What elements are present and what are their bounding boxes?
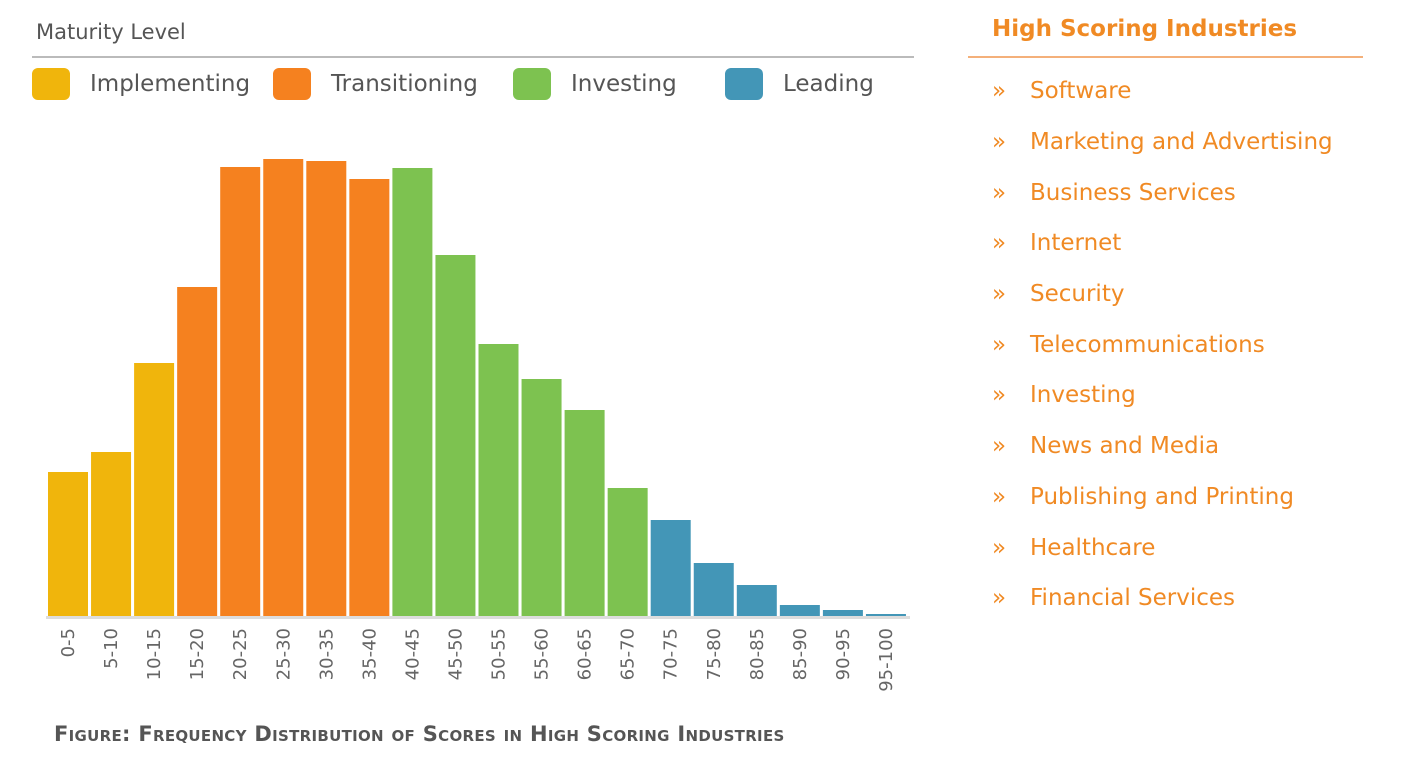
legend-item-leading: Leading: [725, 68, 874, 100]
x-tick-label: 0-5: [58, 628, 79, 657]
bar-40-45: [392, 168, 433, 616]
legend-item-transitioning: Transitioning: [273, 68, 478, 100]
industry-item: » Software: [992, 66, 1333, 117]
industry-label: Software: [1030, 78, 1132, 105]
bar-0-5: [48, 472, 88, 616]
chevron-right-icon: »: [992, 331, 1007, 358]
x-tick-label: 65-70: [618, 628, 639, 680]
industry-item: » Telecommunications: [992, 319, 1333, 370]
chevron-right-icon: »: [992, 534, 1007, 561]
histogram-chart: 0-5 5-10 10-15 15-20 20-25 25-30 30-35 35-40 40-…: [46, 159, 910, 692]
chevron-right-icon: »: [992, 433, 1007, 460]
industry-item: » Internet: [992, 218, 1333, 269]
chevron-right-icon: »: [992, 78, 1007, 105]
legend-swatch: [32, 68, 70, 100]
bar-5-10: [91, 452, 132, 616]
legend-divider: [32, 56, 914, 58]
x-tick-label: 70-75: [661, 628, 682, 680]
industry-list: » Software » Marketing and Advertising » Busi…: [992, 66, 1333, 624]
x-tick-label: 85-90: [790, 628, 811, 680]
industry-label: News and Media: [1030, 433, 1220, 460]
bar-30-35: [306, 161, 347, 616]
chevron-right-icon: »: [992, 585, 1007, 612]
bar-75-80: [693, 563, 734, 616]
industry-label: Healthcare: [1030, 534, 1156, 561]
bar-80-85: [736, 585, 777, 616]
industry-item: » News and Media: [992, 421, 1333, 472]
bar-90-95: [822, 610, 863, 616]
legend-label: Leading: [783, 71, 874, 97]
industry-item: » Security: [992, 269, 1333, 320]
industry-item: » Business Services: [992, 167, 1333, 218]
bar-20-25: [220, 167, 261, 616]
industry-item: » Investing: [992, 370, 1333, 421]
bar-45-50: [435, 255, 476, 616]
industry-item: » Marketing and Advertising: [992, 117, 1333, 168]
x-tick-label: 50-55: [489, 628, 510, 680]
x-tick-label: 75-80: [704, 628, 725, 680]
legend-label: Implementing: [90, 71, 251, 97]
bar-35-40: [349, 179, 390, 616]
figure-caption: Figure: Frequency Distribution of Scores…: [54, 722, 785, 746]
bar-70-75: [650, 520, 691, 616]
industry-label: Marketing and Advertising: [1030, 129, 1333, 156]
x-tick-label: 35-40: [359, 628, 380, 680]
bar-65-70: [607, 488, 648, 616]
industry-label: Security: [1030, 281, 1125, 308]
chevron-right-icon: »: [992, 382, 1007, 409]
industry-item: » Publishing and Printing: [992, 472, 1333, 523]
chevron-right-icon: »: [992, 281, 1007, 308]
x-tick-label: 30-35: [316, 628, 337, 680]
bar-10-15: [134, 363, 175, 616]
chevron-right-icon: »: [992, 179, 1007, 206]
x-tick-label: 5-10: [101, 628, 122, 669]
legend-swatch: [513, 68, 551, 100]
x-tick-label: 90-95: [833, 628, 854, 680]
industry-label: Internet: [1030, 230, 1122, 257]
sidebar-divider: [968, 56, 1363, 58]
industry-label: Investing: [1030, 382, 1136, 409]
industry-item: » Healthcare: [992, 522, 1333, 573]
legend-label: Transitioning: [331, 71, 478, 97]
industry-label: Business Services: [1030, 179, 1236, 206]
chevron-right-icon: »: [992, 230, 1007, 257]
bar-85-90: [779, 605, 820, 616]
x-tick-label: 40-45: [402, 628, 423, 680]
bar-15-20: [177, 287, 218, 616]
legend-label: Investing: [571, 71, 677, 97]
x-tick-label: 10-15: [144, 628, 165, 680]
x-tick-label: 45-50: [445, 628, 466, 680]
legend-item-implementing: Implementing: [32, 68, 250, 100]
bar-55-60: [521, 379, 562, 616]
chevron-right-icon: »: [992, 483, 1007, 510]
x-tick-label: 80-85: [747, 628, 768, 680]
x-tick-label: 60-65: [575, 628, 596, 680]
x-tick-label: 15-20: [187, 628, 208, 680]
bar-50-55: [478, 344, 519, 616]
legend-swatch: [273, 68, 311, 100]
industry-item: » Financial Services: [992, 573, 1333, 624]
x-tick-label: 20-25: [230, 628, 251, 680]
x-tick-label: 25-30: [273, 628, 294, 680]
industry-label: Telecommunications: [1030, 331, 1265, 358]
legend-title: Maturity Level: [36, 20, 186, 44]
bar-60-65: [564, 410, 605, 616]
legend-swatch: [725, 68, 763, 100]
industry-label: Financial Services: [1030, 585, 1236, 612]
bar-25-30: [263, 159, 304, 616]
bar-95-100: [865, 614, 906, 616]
chevron-right-icon: »: [992, 129, 1007, 156]
x-tick-label: 55-60: [532, 628, 553, 680]
sidebar-title: High Scoring Industries: [992, 16, 1298, 42]
x-tick-label: 95-100: [876, 628, 897, 692]
industry-label: Publishing and Printing: [1030, 483, 1294, 510]
legend-item-investing: Investing: [513, 68, 677, 100]
